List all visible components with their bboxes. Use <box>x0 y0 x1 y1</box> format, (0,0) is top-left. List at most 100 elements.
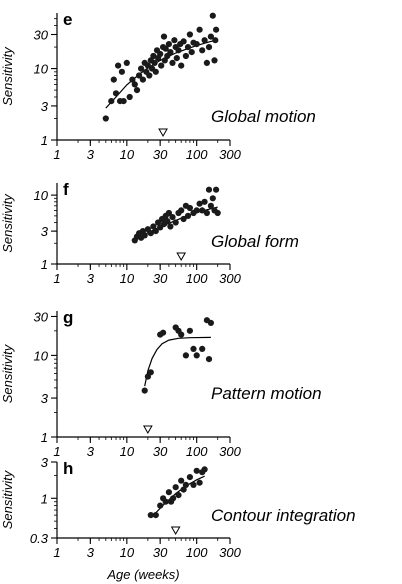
y-tick-label: 1 <box>41 257 48 272</box>
x-tick-label: 1 <box>53 147 60 162</box>
data-point <box>150 223 157 230</box>
fit-curve <box>105 39 217 109</box>
data-point <box>184 44 192 51</box>
data-point <box>110 76 117 83</box>
age-marker-triangle <box>158 128 168 138</box>
age-marker-triangle <box>170 526 181 536</box>
data-point <box>190 481 197 488</box>
y-tick-label: 30 <box>34 309 49 324</box>
data-point <box>196 479 203 486</box>
x-tick-label: 300 <box>219 147 241 162</box>
data-point <box>213 26 220 33</box>
x-tick-label: 30 <box>153 444 168 459</box>
data-point <box>120 98 127 105</box>
panel-f: 1 3 10 30 100 300 1 3 10 Sensitivity f Global form <box>0 180 299 286</box>
data-point <box>112 90 120 97</box>
panel-letter: g <box>63 308 73 327</box>
y-axis-title: Sensitivity <box>0 46 15 106</box>
data-point <box>152 511 159 519</box>
y-axis-title: Sensitivity <box>0 343 15 403</box>
y-tick-label: 3 <box>41 391 49 406</box>
y-tick-label: 1 <box>41 133 48 148</box>
x-tick-label: 100 <box>186 147 208 162</box>
panel-label: Global form <box>211 232 299 251</box>
x-tick-label: 300 <box>219 545 241 560</box>
data-point <box>182 52 189 60</box>
data-point <box>186 204 193 212</box>
data-point <box>178 207 185 214</box>
data-point <box>205 186 213 193</box>
x-axis-title: Age (weeks) <box>106 567 179 582</box>
data-point <box>186 31 193 38</box>
data-point <box>139 76 146 83</box>
y-tick-label: 1 <box>41 430 48 445</box>
x-tick-label: 300 <box>219 271 241 286</box>
data-point <box>196 200 203 207</box>
data-point <box>182 352 189 359</box>
data-point <box>213 186 220 193</box>
data-point <box>188 49 195 56</box>
age-marker-triangle <box>143 425 153 435</box>
data-point <box>180 38 187 45</box>
fit-curve <box>144 336 211 387</box>
data-point <box>131 81 138 88</box>
data-point <box>186 474 193 481</box>
x-tick-label: 3 <box>87 545 95 560</box>
data-point <box>212 37 219 44</box>
y-tick-label: 0.3 <box>30 531 49 546</box>
data-point <box>180 215 187 223</box>
x-tick-label: 10 <box>120 271 135 286</box>
data-point <box>196 26 203 33</box>
data-point <box>199 345 206 352</box>
data-point <box>205 356 213 363</box>
data-point <box>193 207 200 214</box>
data-point <box>193 41 200 48</box>
data-point <box>209 12 216 19</box>
x-tick-label: 30 <box>153 545 168 560</box>
x-tick-label: 3 <box>87 444 95 459</box>
y-tick-label: 3 <box>41 455 49 470</box>
data-point <box>152 228 159 235</box>
data-point <box>165 41 172 48</box>
panel-h: 1 3 10 30 100 300 0.3 1 3 Sensitivity h Contour int… <box>0 455 356 582</box>
data-point <box>190 345 197 352</box>
data-point <box>160 33 168 40</box>
data-point <box>129 76 136 83</box>
data-point <box>180 486 187 493</box>
panel-letter: h <box>63 459 73 478</box>
y-axis-title: Sensitivity <box>0 193 15 253</box>
y-axis-title: Sensitivity <box>0 469 15 529</box>
data-point <box>138 65 145 72</box>
data-point <box>115 62 122 69</box>
x-tick-label: 30 <box>153 271 168 286</box>
data-point <box>207 33 214 40</box>
data-point <box>184 212 192 219</box>
y-tick-label: 10 <box>34 62 49 77</box>
data-point <box>211 57 218 64</box>
data-point <box>172 219 179 226</box>
data-point <box>178 331 185 338</box>
data-point <box>172 484 179 491</box>
data-point <box>201 37 208 44</box>
data-point <box>199 47 206 54</box>
x-tick-label: 3 <box>87 147 95 162</box>
data-point <box>155 219 162 226</box>
data-point <box>157 50 164 58</box>
data-point <box>178 62 185 69</box>
data-point <box>205 44 213 51</box>
data-point <box>193 352 200 359</box>
panel-label: Pattern motion <box>211 384 322 403</box>
data-point <box>162 498 169 505</box>
x-tick-label: 3 <box>87 271 95 286</box>
data-point <box>171 37 178 44</box>
data-point <box>193 467 200 474</box>
data-point <box>133 87 141 94</box>
panel-label: Contour integration <box>211 506 356 525</box>
data-point <box>175 492 182 499</box>
data-point <box>147 230 154 237</box>
y-tick-label: 10 <box>34 188 49 203</box>
panel-letter: f <box>63 180 69 199</box>
panel-letter: e <box>63 10 72 29</box>
data-point <box>147 369 154 376</box>
